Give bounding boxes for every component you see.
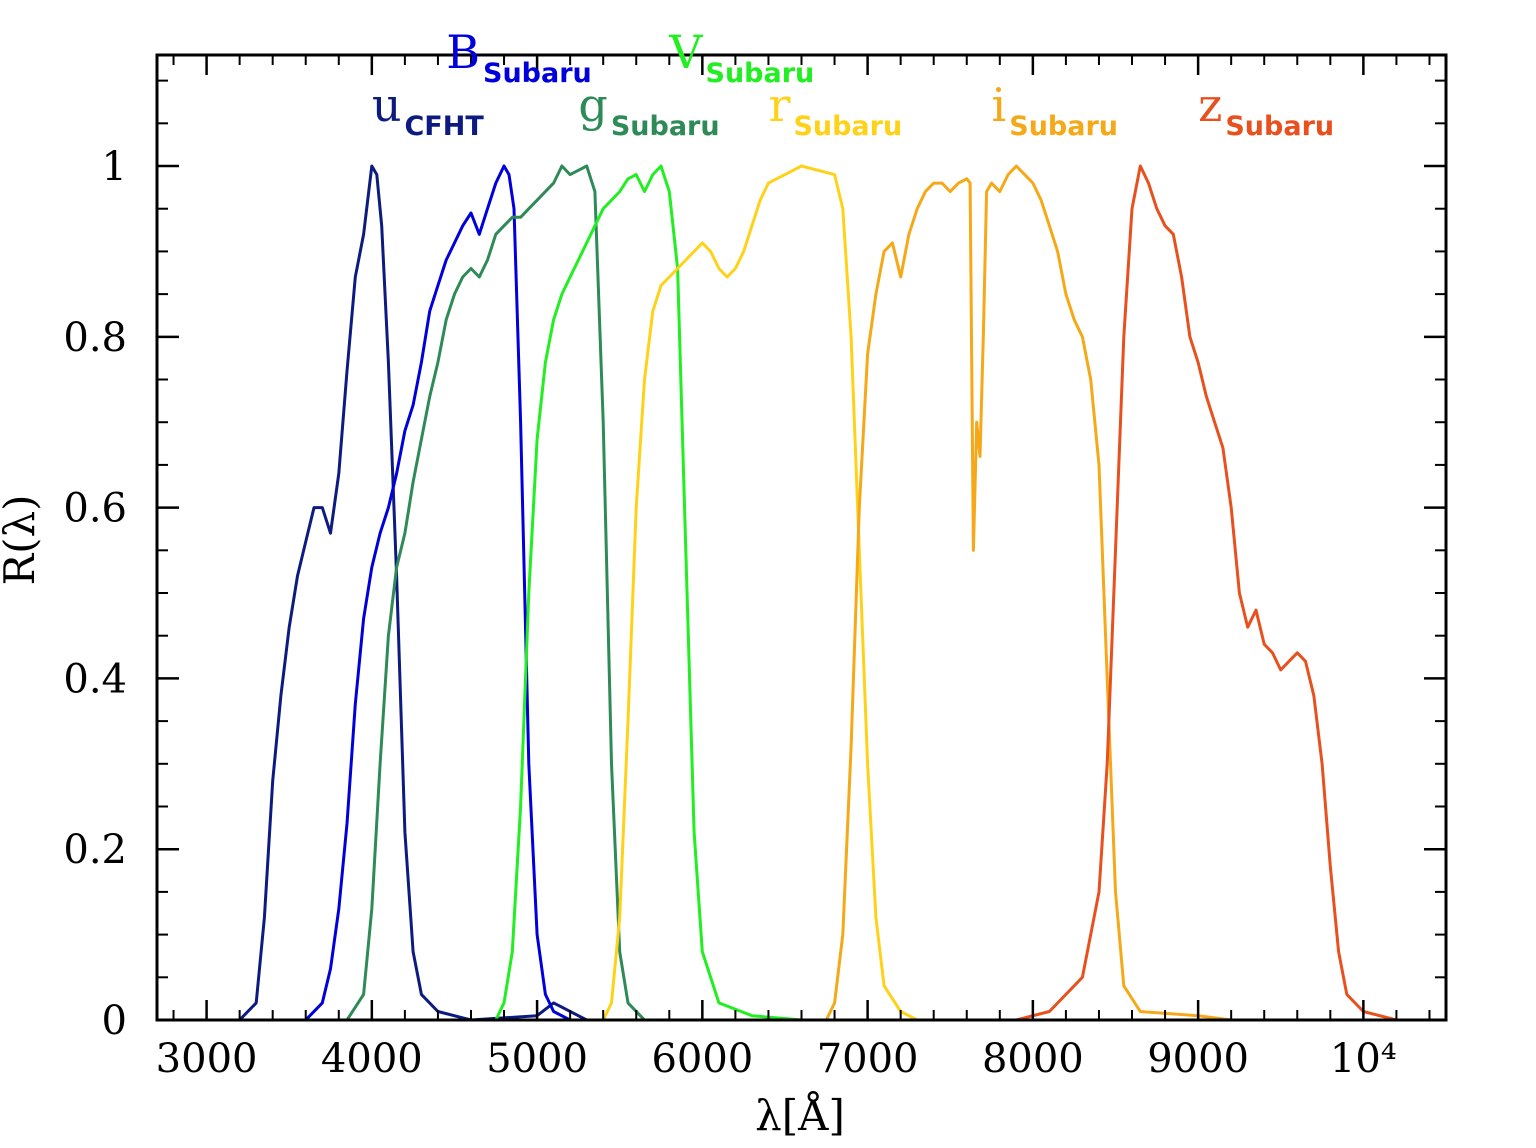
series-line-g — [345, 164, 646, 1022]
x-tick-label: 10⁴ — [1330, 1036, 1397, 1082]
x-tick-label: 3000 — [156, 1036, 258, 1082]
y-tick-label: 0.8 — [63, 315, 127, 361]
plot-frame — [155, 53, 1448, 1022]
band-label-i: i Subaru — [992, 78, 1118, 142]
band-label-subscript: Subaru — [1009, 111, 1118, 142]
axes-layer: 3000 4000 5000 6000 7000 8000 9000 10⁴ 0 0.2 0.4 0.… — [63, 53, 1448, 1082]
x-tick-label: 7000 — [817, 1036, 919, 1082]
band-label-B: B Subaru — [446, 25, 592, 89]
x-axis-title: λ[Å] — [755, 1090, 845, 1140]
x-tick-label: 9000 — [1147, 1036, 1249, 1082]
band-label-subscript: Subaru — [1225, 111, 1334, 142]
x-tick-label: 5000 — [486, 1036, 588, 1082]
y-tick-label: 0.6 — [63, 486, 127, 532]
series-line-u — [238, 164, 637, 1022]
band-label-z: z Subaru — [1198, 78, 1334, 142]
series-line-z — [1015, 164, 1446, 1022]
band-label-name: u — [372, 78, 402, 132]
band-label-V: V Subaru — [668, 25, 814, 89]
band-label-subscript: Subaru — [706, 58, 815, 89]
band-label-r: r Subaru — [768, 78, 902, 142]
band-label-name: V — [668, 25, 703, 79]
band-label-name: i — [992, 78, 1007, 132]
series-layer — [238, 164, 1446, 1022]
series-line-r — [601, 164, 918, 1022]
series-line-V — [494, 164, 802, 1022]
band-label-name: z — [1198, 78, 1222, 132]
x-tick-label: 8000 — [982, 1036, 1084, 1082]
y-axis-title: R(λ) — [0, 494, 44, 585]
band-label-name: r — [768, 78, 790, 132]
x-tick-label: 6000 — [651, 1036, 753, 1082]
y-tick-label: 0 — [102, 998, 127, 1044]
series-line-i — [824, 164, 1232, 1022]
band-label-u: u CFHT — [372, 78, 484, 142]
y-tick-label: 0.4 — [63, 656, 127, 702]
band-label-subscript: Subaru — [793, 111, 902, 142]
y-tick-label: 1 — [102, 144, 127, 190]
band-label-name: g — [578, 78, 607, 132]
y-tick-label: 0.2 — [63, 827, 127, 873]
band-label-g: g Subaru — [578, 78, 719, 142]
x-tick-label: 4000 — [321, 1036, 423, 1082]
band-label-subscript: Subaru — [611, 111, 720, 142]
band-label-subscript: Subaru — [483, 58, 592, 89]
band-label-name: B — [446, 25, 480, 79]
band-label-subscript: CFHT — [404, 111, 484, 142]
series-line-B — [304, 164, 571, 1022]
